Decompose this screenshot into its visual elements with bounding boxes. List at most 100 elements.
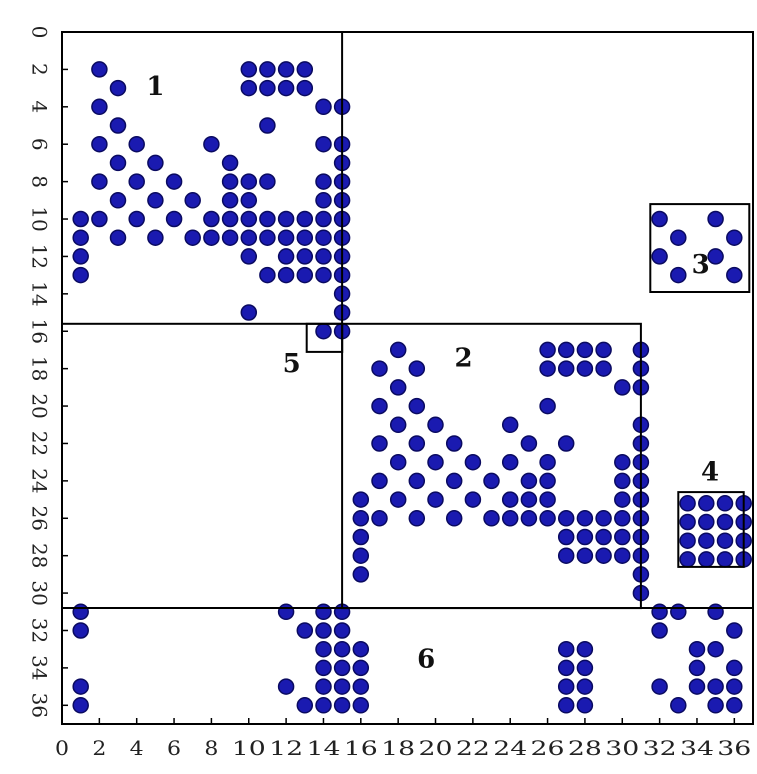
data-point	[333, 659, 351, 677]
data-point	[277, 210, 295, 228]
data-point	[576, 360, 594, 377]
data-point	[333, 678, 351, 695]
data-point	[501, 491, 519, 508]
data-point	[371, 510, 388, 527]
data-point	[259, 266, 276, 284]
data-point	[315, 697, 332, 714]
data-point	[464, 453, 482, 471]
data-point	[240, 173, 258, 190]
data-point	[277, 229, 295, 246]
data-point	[91, 98, 108, 116]
data-point	[614, 528, 631, 546]
data-point	[427, 491, 444, 508]
data-point	[688, 678, 706, 695]
data-point	[698, 513, 715, 531]
data-point	[371, 360, 388, 377]
data-point	[240, 79, 258, 97]
data-point	[651, 210, 668, 228]
data-point	[352, 491, 370, 508]
data-point	[614, 547, 631, 564]
data-point	[726, 659, 743, 677]
data-point	[716, 513, 734, 531]
data-point	[688, 659, 706, 677]
data-point	[72, 248, 89, 265]
data-point	[464, 491, 482, 508]
data-point	[670, 603, 687, 621]
data-point	[716, 495, 734, 512]
plot-frame	[61, 31, 754, 725]
data-point	[147, 192, 164, 209]
data-point	[576, 678, 594, 695]
data-point	[352, 510, 370, 527]
x-tick-label: 34	[680, 736, 714, 760]
data-point	[72, 229, 89, 246]
data-point	[557, 678, 575, 695]
data-point	[259, 79, 276, 97]
data-point	[595, 547, 612, 564]
data-point	[483, 510, 500, 527]
data-point	[557, 640, 575, 658]
data-point	[315, 173, 332, 190]
data-point	[352, 697, 370, 714]
y-tick-label: 36	[28, 693, 52, 718]
data-point	[352, 659, 370, 677]
data-point	[614, 491, 631, 508]
data-point	[259, 61, 276, 78]
data-point	[557, 510, 575, 527]
data-point	[726, 622, 743, 639]
x-tick-label: 14	[306, 736, 340, 760]
data-point	[203, 229, 220, 246]
data-point	[679, 513, 696, 531]
data-point	[91, 135, 108, 153]
data-point	[259, 229, 276, 246]
data-point	[501, 453, 519, 471]
data-point	[371, 397, 388, 415]
data-point	[109, 79, 127, 97]
data-point	[277, 248, 295, 265]
data-point	[315, 659, 332, 677]
data-point	[296, 61, 314, 78]
x-tick-label: 20	[419, 736, 453, 760]
block-label-3: 3	[692, 250, 710, 280]
data-point	[408, 360, 426, 377]
y-tick-label: 6	[28, 138, 52, 151]
block-label-6: 6	[417, 644, 435, 674]
y-tick-label: 12	[28, 244, 52, 269]
data-point	[726, 266, 743, 284]
data-point	[259, 117, 276, 134]
data-point	[296, 210, 314, 228]
data-point	[651, 603, 668, 621]
data-point	[595, 341, 612, 359]
data-point	[165, 173, 183, 190]
data-point	[576, 341, 594, 359]
data-point	[557, 659, 575, 677]
data-point	[520, 435, 538, 452]
y-tick-label: 24	[28, 468, 52, 493]
data-point	[72, 210, 89, 228]
block-label-2: 2	[454, 343, 472, 373]
data-point	[557, 341, 575, 359]
data-point	[557, 528, 575, 546]
data-point	[240, 248, 258, 265]
data-point	[557, 435, 575, 452]
data-point	[707, 678, 724, 695]
x-tick-label: 22	[456, 736, 490, 760]
data-point	[277, 79, 295, 97]
data-point	[147, 229, 164, 246]
data-point	[352, 678, 370, 695]
y-tick-label: 26	[28, 506, 52, 531]
data-point	[315, 678, 332, 695]
data-point	[389, 379, 407, 396]
data-point	[72, 697, 89, 714]
y-tick-label: 32	[28, 618, 52, 643]
data-point	[333, 697, 351, 714]
data-point	[501, 416, 519, 434]
data-point	[389, 453, 407, 471]
data-point	[259, 210, 276, 228]
data-point	[72, 603, 89, 621]
block-label-4: 4	[701, 457, 719, 487]
x-tick-label: 36	[717, 736, 751, 760]
data-point	[315, 135, 332, 153]
data-point	[147, 154, 164, 172]
